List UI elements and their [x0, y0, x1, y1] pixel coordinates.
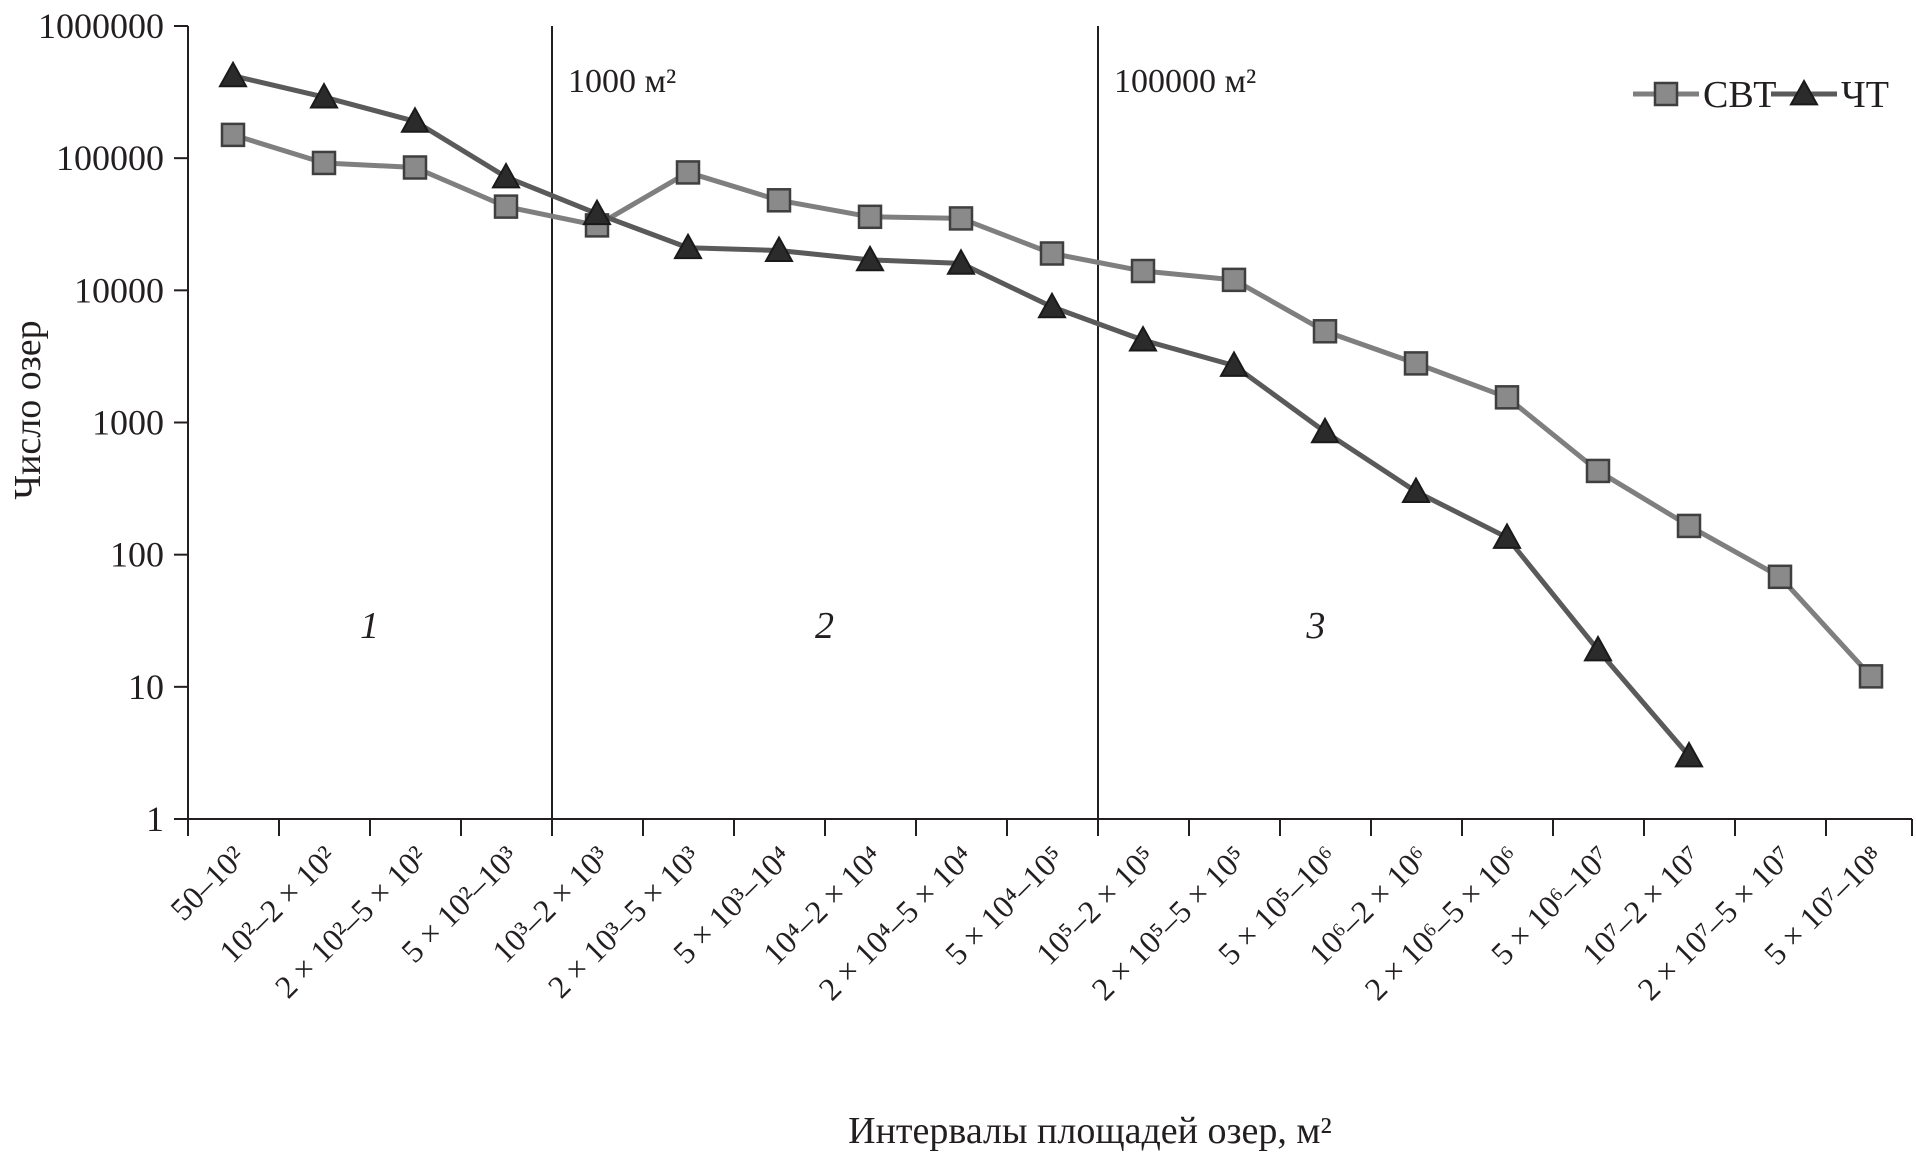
x-tick-label: 50–10² [163, 838, 252, 927]
data-point-svt [1767, 564, 1793, 590]
y-axis-title: Число озер [7, 320, 49, 499]
x-tick-label: 2 × 10⁴–5 × 10⁴ [811, 838, 980, 1007]
series-line-svt [232, 132, 1873, 679]
legend-label: ЧТ [1841, 74, 1889, 116]
legend-marker [1653, 81, 1679, 107]
data-point-cht [1128, 325, 1158, 352]
data-point-cht [1401, 476, 1431, 504]
legend: СВТ ЧТ [1633, 74, 1889, 116]
data-point-cht [1037, 291, 1067, 319]
region-divider-label: 100000 м² [1114, 63, 1256, 100]
data-point-cht [946, 248, 976, 275]
y-tick-label: 100 [110, 535, 164, 575]
x-tick-label: 2 × 10⁷–5 × 10⁷ [1630, 838, 1799, 1007]
data-point-cht [1492, 522, 1522, 549]
region-number: 1 [360, 605, 379, 647]
data-point-svt [1676, 513, 1702, 539]
data-point-cht [400, 106, 430, 133]
data-point-cht [764, 235, 794, 262]
data-point-svt [766, 188, 792, 213]
y-tick-label: 100000 [56, 138, 164, 178]
region-dividers: 1000 м² 100000 м² 1 2 3 [360, 26, 1325, 819]
data-point-svt [220, 122, 246, 148]
y-tick-label: 1000 [92, 403, 164, 443]
data-point-cht [309, 81, 339, 109]
data-point-svt [675, 160, 701, 185]
x-tick-label: 2 × 10⁶–5 × 10⁶ [1357, 838, 1526, 1007]
series-line-cht [232, 73, 1691, 758]
data-point-cht [491, 161, 521, 189]
series-lines [232, 73, 1873, 758]
data-point-svt [493, 194, 519, 219]
data-point-cht [1219, 350, 1249, 377]
legend-marker [1789, 78, 1819, 106]
x-axis-title: Интервалы площадей озер, м² [848, 1110, 1332, 1152]
data-point-svt [1312, 319, 1338, 344]
data-point-svt [1858, 664, 1884, 689]
legend-label: СВТ [1703, 74, 1776, 116]
x-tick-label: 2 × 10⁵–5 × 10⁵ [1084, 838, 1253, 1007]
data-point-svt [311, 150, 337, 176]
data-point-svt [857, 204, 883, 230]
data-point-cht [1674, 740, 1704, 768]
region-number: 3 [1305, 605, 1325, 647]
y-tick-label: 10000 [74, 270, 164, 310]
data-point-svt [1585, 458, 1611, 484]
data-point-svt [1221, 267, 1247, 293]
data-point-cht [582, 198, 612, 226]
data-point-cht [1310, 416, 1340, 444]
data-point-svt [1130, 258, 1156, 284]
data-point-svt [1494, 385, 1520, 410]
data-point-svt [1039, 241, 1065, 266]
data-point-cht [1583, 634, 1613, 662]
data-point-cht [855, 244, 885, 272]
y-tick-label: 1000000 [38, 6, 164, 46]
data-point-cht [673, 232, 703, 260]
data-point-svt [402, 155, 428, 180]
axes [174, 25, 1913, 836]
region-divider-label: 1000 м² [568, 63, 676, 100]
region-number: 2 [815, 605, 834, 647]
data-point-cht [218, 60, 248, 88]
series-markers [218, 60, 1884, 768]
y-tick-label: 10 [128, 667, 164, 707]
data-point-svt [948, 206, 974, 231]
data-point-svt [1403, 351, 1429, 376]
y-tick-label: 1 [146, 799, 164, 839]
